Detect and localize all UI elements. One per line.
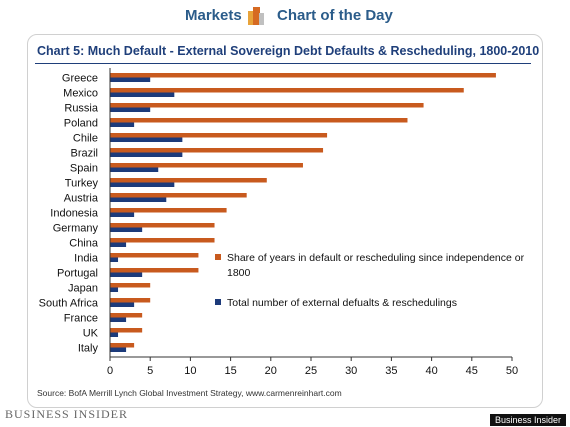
category-label: Austria xyxy=(64,193,99,205)
bar-share-poland xyxy=(110,118,408,123)
title-divider xyxy=(35,63,531,64)
bar-total-china xyxy=(110,242,127,247)
bar-share-spain xyxy=(110,163,303,168)
bar-share-italy xyxy=(110,343,135,348)
bar-total-brazil xyxy=(110,152,183,157)
category-label: Mexico xyxy=(63,88,98,100)
x-tick-label: 40 xyxy=(425,365,437,377)
x-tick-label: 30 xyxy=(345,365,357,377)
bar-total-russia xyxy=(110,107,151,112)
category-label: Greece xyxy=(62,73,98,85)
category-label: Chile xyxy=(73,133,98,145)
bar-share-south-africa xyxy=(110,298,151,303)
bar-total-indonesia xyxy=(110,212,135,217)
bar-total-portugal xyxy=(110,272,143,277)
bar-share-japan xyxy=(110,283,151,288)
category-label: France xyxy=(64,313,98,325)
bar-share-china xyxy=(110,238,215,243)
bar-share-uk xyxy=(110,328,143,333)
bar-total-austria xyxy=(110,197,167,202)
legend-label-share: Share of years in default or reschedulin… xyxy=(227,252,525,279)
x-tick-label: 35 xyxy=(385,365,397,377)
bar-share-indonesia xyxy=(110,208,227,213)
markets-label[interactable]: Markets xyxy=(185,7,242,24)
category-label: China xyxy=(69,238,99,250)
bar-total-germany xyxy=(110,227,143,232)
bar-share-mexico xyxy=(110,88,464,93)
category-label: Japan xyxy=(68,283,98,295)
bar-share-greece xyxy=(110,73,496,78)
bar-share-portugal xyxy=(110,268,199,273)
bar-total-chile xyxy=(110,137,183,142)
x-tick-label: 0 xyxy=(107,365,113,377)
brand-badge: Business Insider xyxy=(489,414,566,426)
bar-share-russia xyxy=(110,103,424,108)
category-label: Germany xyxy=(53,223,99,235)
x-tick-label: 25 xyxy=(305,365,317,377)
bar-total-mexico xyxy=(110,92,175,97)
bar-total-uk xyxy=(110,332,119,337)
bar-total-poland xyxy=(110,122,135,127)
bar-total-italy xyxy=(110,347,127,352)
legend-label-total: Total number of external defualts & resc… xyxy=(227,297,457,309)
x-tick-label: 15 xyxy=(224,365,236,377)
category-label: Portugal xyxy=(57,268,98,280)
category-label: South Africa xyxy=(39,298,99,310)
bar-total-spain xyxy=(110,167,159,172)
chart-of-day-label[interactable]: Chart of the Day xyxy=(277,7,393,24)
bar-share-turkey xyxy=(110,178,267,183)
category-label: Spain xyxy=(70,163,98,175)
bar-total-france xyxy=(110,317,127,322)
source-note: Source: BofA Merrill Lynch Global Invest… xyxy=(37,388,342,398)
bar-share-chile xyxy=(110,133,328,138)
category-label: Turkey xyxy=(65,178,99,190)
category-label: Brazil xyxy=(70,148,98,160)
bar-share-france xyxy=(110,313,143,318)
category-label: Italy xyxy=(78,343,99,355)
category-label: Russia xyxy=(64,103,99,115)
chart-of-day-logo-icon xyxy=(248,7,264,25)
bar-share-austria xyxy=(110,193,247,198)
x-tick-label: 5 xyxy=(147,365,153,377)
bar-total-india xyxy=(110,257,119,262)
header-bar: Markets Chart of the Day xyxy=(0,0,570,34)
bar-total-japan xyxy=(110,287,119,292)
bar-total-south-africa xyxy=(110,302,135,307)
chart-title: Chart 5: Much Default - External Soverei… xyxy=(37,44,540,58)
x-tick-label: 20 xyxy=(265,365,277,377)
x-tick-label: 10 xyxy=(184,365,196,377)
x-tick-label: 45 xyxy=(466,365,478,377)
category-label: UK xyxy=(83,328,99,340)
bar-total-greece xyxy=(110,77,151,82)
category-label: Poland xyxy=(64,118,98,130)
x-tick-label: 50 xyxy=(506,365,518,377)
brand-logo: BUSINESS INSIDER xyxy=(5,407,129,421)
bar-share-india xyxy=(110,253,199,258)
category-label: Indonesia xyxy=(50,208,99,220)
bar-share-germany xyxy=(110,223,215,228)
category-label: India xyxy=(74,253,99,265)
legend-swatch-total xyxy=(215,299,221,305)
bar-share-brazil xyxy=(110,148,324,153)
legend-swatch-share xyxy=(215,254,221,260)
bar-total-turkey xyxy=(110,182,175,187)
